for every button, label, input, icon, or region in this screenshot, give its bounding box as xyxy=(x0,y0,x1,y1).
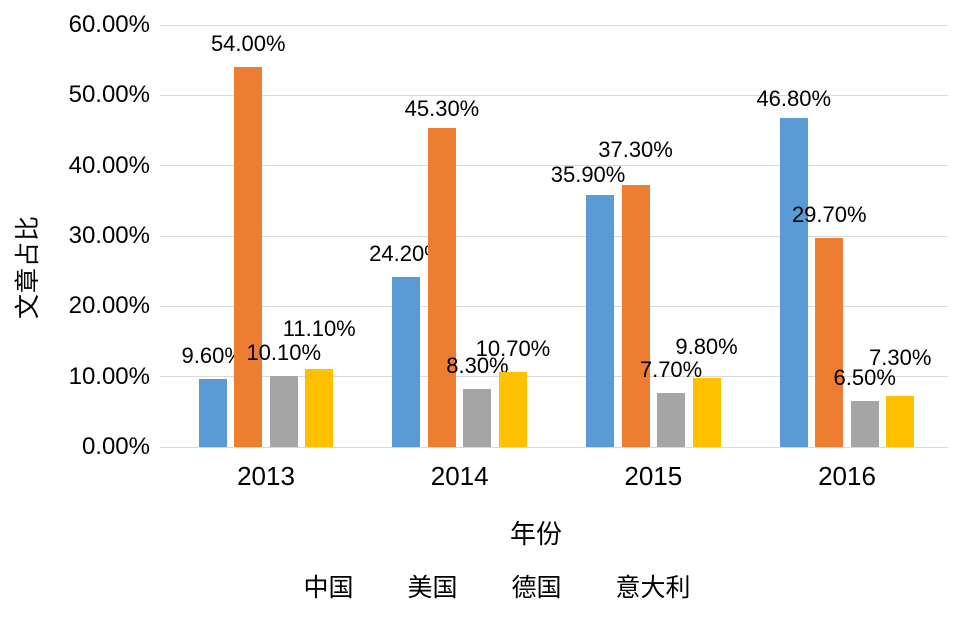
bar-value-label: 11.10% xyxy=(282,315,356,341)
bar-value-label: 8.30% xyxy=(446,352,509,378)
gridline xyxy=(160,305,948,307)
bar-美国-2013 xyxy=(234,67,263,447)
gridline xyxy=(160,376,948,378)
bar-中国-2014 xyxy=(392,276,421,447)
y-axis-tick-label: 50.00% xyxy=(68,81,150,109)
legend-item-中国: 中国 xyxy=(303,574,354,602)
x-axis-title: 年份 xyxy=(509,519,563,549)
bar-意大利-2016 xyxy=(886,395,915,447)
legend-item-意大利: 意大利 xyxy=(615,574,691,602)
bar-value-label: 35.90% xyxy=(550,161,626,187)
legend-item-美国: 美国 xyxy=(407,574,458,602)
x-category-label-2013: 2013 xyxy=(237,461,295,491)
gridline xyxy=(160,165,948,167)
y-axis-tick-label: 30.00% xyxy=(68,222,150,249)
bar-德国-2014 xyxy=(463,388,492,447)
bar-美国-2014 xyxy=(427,128,456,447)
bar-意大利-2015 xyxy=(692,378,721,447)
bar-value-label: 7.70% xyxy=(639,356,703,382)
y-axis-tick-label: 20.00% xyxy=(68,292,150,320)
bar-value-label: 46.80% xyxy=(756,85,832,111)
bar-value-label: 37.30% xyxy=(598,136,673,162)
bar-德国-2013 xyxy=(269,375,298,447)
gridline xyxy=(160,94,948,96)
bar-美国-2016 xyxy=(815,238,844,447)
gridline xyxy=(160,235,948,237)
bar-value-label: 7.30% xyxy=(869,344,932,370)
y-axis-tick-label: 10.00% xyxy=(68,362,150,390)
bar-value-label: 6.50% xyxy=(833,365,896,391)
x-category-label-2014: 2014 xyxy=(430,461,489,491)
bar-value-label: 29.70% xyxy=(791,202,867,228)
x-category-label-2015: 2015 xyxy=(624,461,683,491)
bar-value-label: 9.80% xyxy=(675,334,738,360)
bar-中国-2013 xyxy=(198,379,227,447)
bar-value-label: 10.70% xyxy=(475,335,551,361)
gridline xyxy=(160,24,948,26)
bar-value-label: 45.30% xyxy=(404,96,480,122)
bar-value-label: 9.60% xyxy=(181,343,244,369)
bar-中国-2015 xyxy=(586,194,615,447)
y-axis-tick-label: 40.00% xyxy=(68,151,150,179)
bar-德国-2016 xyxy=(850,401,879,447)
bar-value-label: 10.10% xyxy=(246,339,322,365)
y-axis-tick-label: 60.00% xyxy=(68,11,150,38)
legend: 中国 美国 德国 意大利 xyxy=(303,572,690,604)
x-category-label-2016: 2016 xyxy=(818,461,876,491)
bar-美国-2015 xyxy=(621,184,650,447)
legend-item-德国: 德国 xyxy=(511,574,562,602)
bar-意大利-2014 xyxy=(498,371,527,447)
bar-中国-2016 xyxy=(779,117,808,447)
bar-意大利-2013 xyxy=(305,368,334,447)
bar-德国-2015 xyxy=(657,392,686,447)
y-axis-tick-label: 0.00% xyxy=(81,433,150,460)
bar-value-label: 54.00% xyxy=(210,31,286,57)
gridline xyxy=(160,446,948,448)
